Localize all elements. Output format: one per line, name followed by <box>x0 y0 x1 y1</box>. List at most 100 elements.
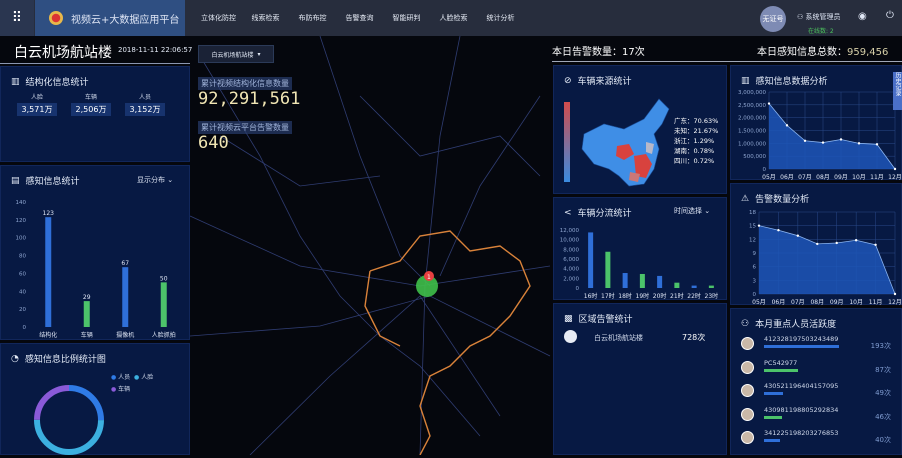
y-tick-label: 12 <box>749 237 756 243</box>
x-tick-label: 20时 <box>653 292 667 300</box>
y-tick-label: 40 <box>19 289 26 295</box>
nav-item[interactable]: 告警查询 <box>345 14 374 22</box>
x-tick-label: 12月 <box>888 299 902 306</box>
x-tick-label: 09月 <box>830 299 844 306</box>
y-tick-label: 60 <box>19 271 26 277</box>
bar <box>674 282 680 288</box>
time-select[interactable]: 时间选择 ⌄ <box>674 207 711 215</box>
panel-title: 本月重点人员活跃度 <box>755 320 837 330</box>
region-icon: ▩ <box>564 313 573 324</box>
user-name: 系统管理员 <box>805 13 841 21</box>
y-tick-label: 2,000 <box>563 276 579 282</box>
y-tick-label: 8,000 <box>563 247 579 253</box>
person-avatar <box>741 407 754 421</box>
source-row: 四川：0.72% <box>674 157 715 165</box>
map[interactable]: 1 <box>0 36 902 455</box>
info-area-chart: 0 500,000 1,000,000 1,500,000 2,000,000 2,500… <box>738 90 902 181</box>
x-tick-label: 06月 <box>780 174 794 181</box>
donut-slice <box>34 385 104 455</box>
distribution-select[interactable]: 显示分布 ⌄ <box>137 176 174 184</box>
x-tick-label: 12月 <box>888 174 902 181</box>
avatar[interactable]: 无证号 <box>760 6 786 32</box>
y-tick-label: 0 <box>753 292 757 298</box>
y-tick-label: 20 <box>19 307 26 313</box>
person-avatar <box>741 431 754 444</box>
site-dropdown[interactable]: 白云机场航站楼 ▾ <box>198 45 274 63</box>
bar <box>588 232 594 288</box>
power-icon[interactable]: ⏻ <box>886 10 894 21</box>
x-tick-label: 07月 <box>798 174 812 181</box>
x-tick-label: 06月 <box>772 299 786 306</box>
person-count: 193次 <box>870 342 891 350</box>
compass-icon: ⊘ <box>564 75 572 86</box>
bar <box>708 285 714 288</box>
data-point <box>875 143 879 146</box>
area <box>769 103 895 169</box>
person-avatar <box>741 360 754 374</box>
data-label: 67 <box>121 260 129 267</box>
bar-chart-icon: ▥ <box>741 75 750 86</box>
stat1-value: 92,291,561 <box>198 89 301 109</box>
data-point <box>767 102 771 105</box>
person-count: 46次 <box>875 412 891 421</box>
person-row[interactable]: 430981198805292834 46次 <box>741 406 901 430</box>
person-row[interactable]: 430521196404157095 49次 <box>741 382 901 406</box>
x-tick-label: 21时 <box>670 292 684 300</box>
data-point <box>835 241 838 245</box>
y-tick-label: 0 <box>23 325 27 331</box>
person-row[interactable]: 341225198203276853 40次 <box>741 429 901 453</box>
y-tick-label: 3,000,000 <box>738 90 766 96</box>
area <box>759 225 895 294</box>
stat-vehicle: 车辆 2,506万 <box>71 92 111 116</box>
divider <box>0 63 190 64</box>
data-point <box>839 138 843 141</box>
nav-item[interactable]: 智能研判 <box>392 14 421 22</box>
bar <box>622 273 628 288</box>
panel-title: 告警数量分析 <box>755 195 810 205</box>
nav-item[interactable]: 布防布控 <box>298 14 327 22</box>
nav-item[interactable]: 立体化防控 <box>201 14 236 22</box>
x-tick-label: 摄像机 <box>116 331 134 339</box>
x-tick-label: 23时 <box>705 292 719 300</box>
y-tick-label: 6 <box>753 265 757 271</box>
caret-down-icon: ▾ <box>257 50 261 58</box>
y-tick-label: 100 <box>16 236 27 242</box>
data-label: 50 <box>160 275 168 282</box>
data-point <box>821 141 825 144</box>
card-icon: ▤ <box>11 175 20 186</box>
data-point <box>854 239 858 242</box>
brand-title: 视频云+大数据应用平台 <box>71 14 180 26</box>
bar <box>657 275 663 288</box>
source-row: 未知：21.67% <box>674 127 719 135</box>
notification-icon[interactable]: ◉ <box>858 11 867 22</box>
y-tick-label: 1,000,000 <box>738 141 766 147</box>
x-tick-label: 08月 <box>810 299 824 306</box>
nav-item[interactable]: 统计分析 <box>486 14 515 22</box>
region-alarm-panel: ▩ 区域告警统计 白云机场航站楼 728次 <box>553 303 727 455</box>
nav-item[interactable]: 线索检索 <box>251 14 280 22</box>
person-id: 412328197503243489 <box>764 335 839 343</box>
person-row[interactable]: PC542977 87次 <box>741 359 901 383</box>
bar-chart-icon: ▥ <box>11 76 20 87</box>
region-name[interactable]: 白云机场航站楼 <box>594 334 643 342</box>
person-count: 49次 <box>875 389 891 397</box>
data-point <box>785 124 789 127</box>
brand: 视频云+大数据应用平台 <box>35 0 185 36</box>
history-tab[interactable]: 历史记录 <box>893 72 902 110</box>
stat2-label: 累计视频云平台告警数量 <box>198 121 292 134</box>
activity-bar <box>764 368 798 372</box>
panel-title: 感知信息统计 <box>25 177 80 187</box>
data-point <box>757 224 761 227</box>
stat2-value: 640 <box>198 133 229 153</box>
bar <box>160 282 167 327</box>
main-nav: 立体化防控 线索检索 布防布控 告警查询 智能研判 人脸检索 统计分析 <box>195 0 524 36</box>
nav-item[interactable]: 人脸检索 <box>439 14 468 22</box>
user-menu[interactable]: ⚇ 系统管理员 <box>797 12 841 22</box>
source-row: 湖南：0.78% <box>674 147 715 155</box>
apps-grid-icon[interactable]: ⠿ <box>0 0 34 36</box>
map-marker-label: 1 <box>427 274 431 281</box>
bar <box>639 273 645 288</box>
bar <box>605 251 611 288</box>
person-row[interactable]: 412328197503243489 193次 <box>741 335 901 359</box>
x-tick-label: 05月 <box>752 299 766 306</box>
